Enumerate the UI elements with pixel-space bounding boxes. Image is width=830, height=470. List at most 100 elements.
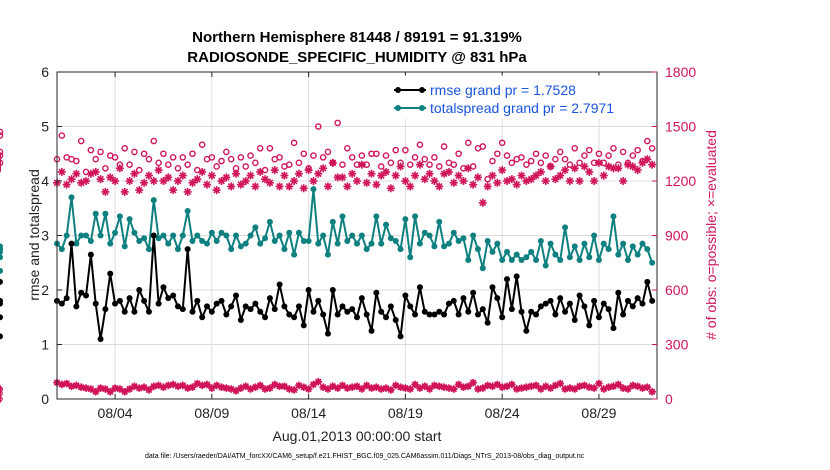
obs-evaluated-point: [411, 171, 420, 180]
obs-evaluated-point-stroke-3: [251, 183, 259, 190]
obs-possible-point: [431, 154, 438, 161]
obs-evaluated-point-stroke-3: [116, 164, 124, 172]
obs-possible-point: [140, 150, 148, 158]
rmse-point: [489, 284, 496, 291]
obs-possible-point: [111, 154, 119, 161]
obs-possible-point: [382, 152, 390, 159]
totalspread-point: [266, 218, 273, 225]
obs-evaluated-point-stroke-3: [469, 181, 477, 189]
chart-title-line2: RADIOSONDE_SPECIFIC_HUMIDITY @ 831 hPa: [187, 49, 527, 66]
obs-evaluated-point: [72, 169, 81, 178]
x-tick-label-3: 08/19: [388, 405, 423, 421]
totalspread-point: [131, 229, 138, 236]
obs-evaluated-point: [328, 158, 337, 167]
obs-evaluated-point-stroke-3: [97, 175, 104, 183]
rmse-point: [300, 322, 307, 329]
obs-evaluated-point: [532, 171, 541, 180]
obs-possible-point: [87, 146, 95, 154]
obs-evaluated-point-stroke-3: [372, 181, 380, 189]
totalspread-point: [68, 194, 75, 201]
rmse-point: [170, 292, 177, 299]
x-tick-label-5: 08/29: [581, 405, 616, 421]
obs-evaluated-point: [217, 177, 226, 185]
totalspread-point: [547, 240, 554, 247]
rmse-point: [0, 297, 3, 304]
legend-spread-marker-left: [395, 105, 401, 111]
rmse-point: [576, 292, 583, 299]
obs-evaluated-point-stroke-3: [648, 161, 656, 169]
obs-possible-point: [339, 161, 346, 168]
obs-evaluated-point-stroke-3: [285, 183, 293, 190]
obs-evaluated-point-stroke-3: [368, 170, 375, 178]
rmse-point: [208, 308, 215, 315]
totalspread-point: [387, 235, 394, 242]
totalspread-point: [63, 232, 70, 239]
rmse-point: [145, 308, 152, 315]
totalspread-point: [286, 229, 293, 236]
obs-evaluated-point-stroke-3: [126, 177, 133, 185]
obs-evaluated-point-stroke-3: [532, 172, 540, 179]
rmse-point: [213, 300, 220, 307]
obs-evaluated-point-stroke-3: [140, 179, 148, 187]
obs-evaluated-point-stroke-3: [339, 173, 346, 181]
rmse-point: [160, 284, 167, 291]
obs-bottom-circle: [591, 385, 597, 391]
totalspread-point: [629, 243, 636, 250]
obs-evaluated-point: [590, 177, 599, 185]
obs-evaluated-point: [619, 177, 628, 185]
rmse-point: [402, 292, 409, 299]
rmse-point: [155, 300, 162, 307]
obs-bottom-circle: [625, 386, 631, 392]
obs-possible-point: [406, 161, 414, 168]
rmse-point: [436, 308, 443, 315]
obs-evaluated-point-stroke-3: [203, 181, 211, 189]
totalspread-point: [291, 251, 298, 258]
obs-evaluated-point-stroke-3: [271, 166, 279, 174]
totalspread-point: [552, 251, 559, 258]
rmse-point: [199, 314, 206, 321]
obs-evaluated-point: [120, 187, 129, 196]
totalspread-point: [484, 237, 491, 244]
obs-possible-point: [489, 157, 496, 165]
obs-bottom-circle: [315, 378, 322, 385]
totalspread-point: [300, 237, 307, 244]
obs-evaluated-point-stroke-3: [92, 168, 100, 176]
obs-evaluated-point-stroke-3: [121, 188, 129, 196]
obs-possible-point: [440, 143, 448, 150]
obs-possible-point: [484, 175, 491, 183]
legend-box: [387, 75, 653, 119]
totalspread-point: [605, 246, 612, 253]
obs-evaluated-point: [140, 178, 149, 187]
totalspread-point: [354, 240, 360, 247]
totalspread-point: [233, 232, 240, 239]
totalspread-point: [237, 243, 244, 250]
obs-evaluated-point-stroke-3: [179, 172, 187, 179]
obs-evaluated-point-stroke-3: [237, 181, 245, 189]
obs-evaluated-point: [91, 167, 100, 176]
obs-evaluated-point: [507, 175, 516, 184]
obs-evaluated-point-stroke-3: [160, 177, 167, 185]
rmse-point: [329, 287, 336, 293]
rmse-point: [571, 316, 578, 323]
x-tick-label-2: 08/14: [291, 405, 326, 421]
rmse-point: [460, 295, 467, 302]
obs-possible-point: [508, 159, 516, 167]
obs-evaluated-point-stroke-3: [101, 188, 109, 196]
totalspread-line: [56, 188, 654, 270]
obs-evaluated-point: [353, 177, 361, 185]
obs-evaluated-point-stroke-3: [634, 166, 642, 174]
obs-evaluated-point-stroke-3: [566, 177, 574, 185]
obs-evaluated-point-stroke-3: [266, 179, 274, 187]
rmse-point: [431, 311, 438, 318]
obs-possible-point: [189, 150, 196, 158]
totalspread-point: [542, 262, 549, 269]
y-right-tick-label-6: 1800: [665, 64, 696, 80]
obs-possible-point: [174, 164, 182, 172]
obs-evaluated-point: [367, 169, 376, 178]
totalspread-point: [305, 237, 312, 244]
obs-possible-point: [348, 154, 356, 161]
obs-evaluated-point-stroke-3: [426, 170, 433, 178]
obs-evaluated-point-stroke-3: [581, 163, 588, 170]
obs-evaluated-point: [299, 184, 308, 193]
rmse-point: [266, 295, 273, 302]
